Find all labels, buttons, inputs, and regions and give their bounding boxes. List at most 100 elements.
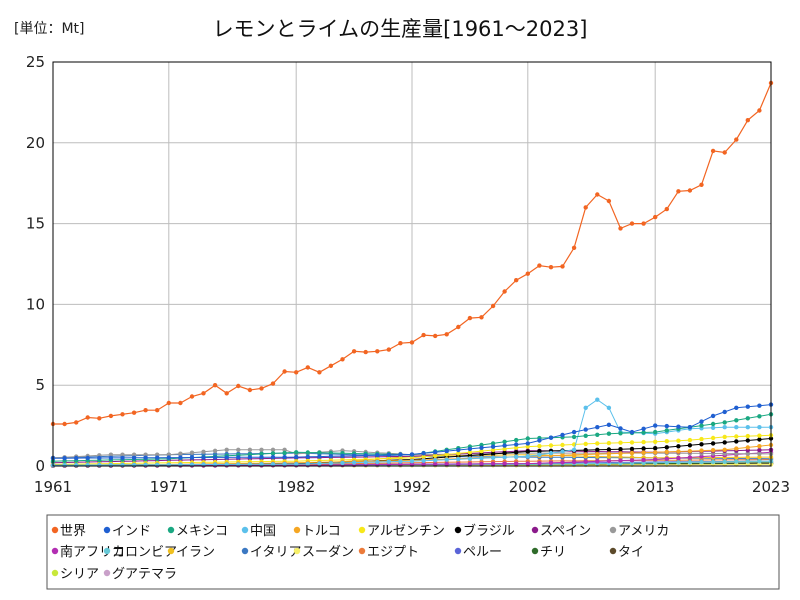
data-point: [270, 455, 276, 460]
data-point: [560, 432, 565, 438]
data-point: [456, 451, 461, 456]
data-point: [595, 397, 600, 402]
data-point: [676, 460, 681, 465]
data-point: [687, 455, 693, 460]
legend-label: アメリカ: [618, 524, 669, 539]
data-point: [687, 188, 693, 193]
y-tick-label: 20: [26, 134, 45, 152]
data-point: [537, 452, 542, 457]
data-point: [548, 460, 554, 465]
data-point: [757, 403, 762, 408]
data-point: [595, 432, 600, 437]
data-point: [317, 450, 322, 455]
data-point: [456, 447, 461, 453]
data-point: [502, 455, 507, 460]
data-point: [375, 453, 380, 458]
data-point: [583, 459, 588, 464]
data-point: [155, 408, 160, 413]
legend-label: イタリア: [250, 545, 301, 560]
x-tick-label: 2002: [509, 478, 547, 496]
legend-marker: [167, 526, 175, 534]
x-tick-label: 1992: [393, 478, 431, 496]
data-point: [676, 438, 681, 443]
data-point: [270, 447, 276, 452]
legend-item: グアテマラ: [103, 567, 177, 582]
data-point: [270, 451, 276, 456]
data-point: [444, 461, 449, 467]
data-point: [664, 449, 669, 455]
data-point: [305, 365, 310, 370]
data-point: [294, 461, 299, 467]
data-point: [641, 426, 646, 431]
data-point: [664, 460, 669, 465]
legend-label: 南アフリカ: [60, 544, 125, 560]
y-tick-label: 5: [35, 376, 45, 394]
legend-item: エジプト: [358, 545, 419, 560]
legend-marker: [609, 526, 617, 534]
data-point: [212, 383, 218, 388]
data-point: [467, 450, 473, 455]
x-tick-label: 2023: [752, 478, 790, 496]
data-point: [699, 436, 704, 442]
data-point: [722, 459, 727, 464]
data-point: [699, 419, 704, 424]
data-point: [537, 449, 542, 454]
data-point: [745, 455, 750, 460]
data-point: [143, 455, 148, 460]
data-point: [745, 404, 750, 409]
legend-marker: [454, 526, 462, 534]
data-point: [606, 458, 612, 464]
data-point: [676, 455, 681, 461]
data-point: [537, 263, 542, 268]
data-point: [282, 455, 287, 460]
legend-marker: [167, 547, 175, 555]
data-point: [340, 460, 345, 466]
legend-label: エジプト: [367, 545, 419, 560]
data-point: [734, 439, 739, 444]
legend-item: 世界: [51, 524, 86, 539]
data-point: [641, 439, 646, 445]
data-point: [433, 333, 438, 339]
data-point: [734, 405, 739, 410]
legend-label: ペルー: [463, 545, 502, 560]
data-point: [120, 412, 125, 417]
data-point: [757, 447, 762, 453]
data-point: [502, 443, 507, 448]
legend-item: コロンビア: [103, 545, 177, 560]
data-point: [757, 455, 762, 460]
data-point: [444, 452, 449, 457]
data-point: [710, 435, 716, 441]
data-point: [247, 462, 253, 467]
legend-item: アルゼンチン: [358, 524, 445, 539]
data-point: [363, 453, 368, 458]
data-point: [583, 405, 588, 410]
legend-marker: [531, 547, 539, 555]
data-point: [247, 455, 253, 460]
data-point: [525, 271, 530, 276]
data-point: [525, 444, 530, 449]
legend-label: イラン: [176, 545, 215, 560]
data-point: [409, 452, 415, 457]
data-point: [409, 462, 415, 467]
data-point: [583, 441, 588, 447]
legend-marker: [103, 547, 111, 555]
legend-item: メキシコ: [167, 524, 228, 539]
data-point: [363, 349, 368, 355]
legend-item: ペルー: [454, 545, 502, 560]
data-point: [676, 449, 681, 454]
data-point: [699, 182, 704, 187]
data-point: [676, 444, 681, 449]
data-point: [224, 455, 229, 460]
data-point: [525, 449, 530, 454]
data-point: [247, 387, 253, 393]
data-point: [606, 198, 612, 204]
data-point: [606, 447, 612, 452]
data-point: [108, 413, 114, 419]
data-point: [618, 426, 623, 431]
data-point: [270, 381, 276, 386]
data-point: [664, 206, 669, 212]
data-point: [479, 452, 484, 457]
data-point: [456, 461, 461, 467]
data-point: [259, 462, 264, 467]
